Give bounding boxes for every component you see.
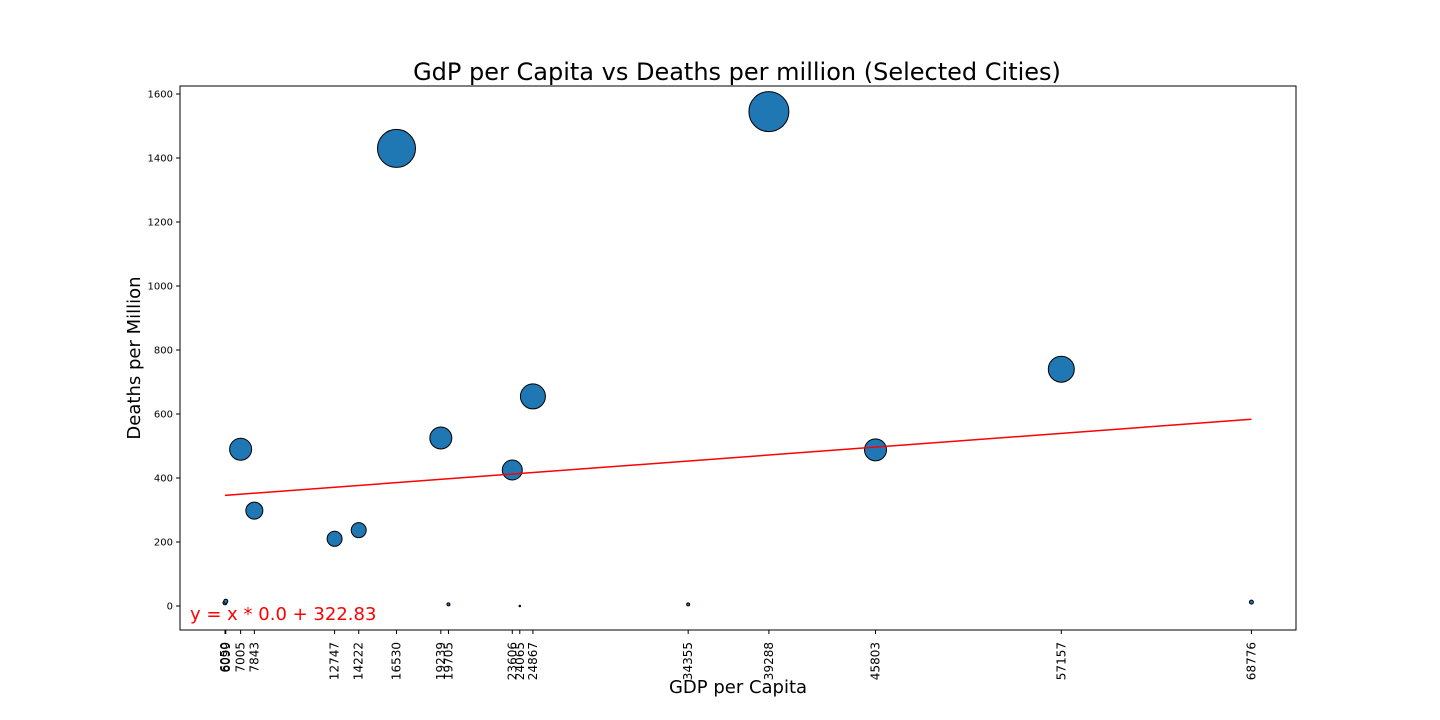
y-tick-label: 400 [154, 474, 173, 485]
x-tick-label: 45803 [869, 642, 883, 680]
y-axis: 0 200 400 600 800 1000 1200 1400 1600 [148, 90, 180, 613]
data-point [748, 91, 790, 133]
data-point [686, 602, 691, 607]
x-tick-label: 6099 [219, 642, 233, 673]
x-tick-label: 24065 [513, 642, 527, 680]
x-tick-label: 16530 [389, 642, 403, 680]
data-points [222, 91, 1254, 608]
data-point [1248, 599, 1254, 605]
data-point [519, 383, 546, 410]
x-tick-label: 57157 [1054, 642, 1068, 680]
x-tick-label: 24867 [526, 642, 540, 680]
data-point [1047, 355, 1075, 383]
y-axis-label: Deaths per Million [124, 276, 145, 439]
x-tick-label: 39288 [762, 642, 776, 680]
x-tick-label: 7005 [234, 642, 248, 673]
plot-frame [179, 85, 1297, 631]
y-tick-label: 1400 [148, 154, 173, 165]
data-point [326, 530, 343, 547]
x-tick-label: 34355 [681, 642, 695, 680]
data-point [864, 438, 888, 462]
regression-equation: y = x * 0.0 + 322.83 [190, 604, 376, 625]
data-point [446, 602, 451, 607]
x-axis-label: GDP per Capita [669, 677, 807, 698]
x-tick-label: 14222 [352, 642, 366, 680]
data-point [429, 426, 453, 450]
x-tick-label: 6050 [218, 642, 232, 673]
chart-title: GdP per Capita vs Deaths per million (Se… [413, 58, 1061, 86]
y-tick-label: 1000 [148, 282, 173, 293]
x-tick-label: 7843 [247, 642, 261, 673]
data-point [376, 128, 416, 168]
data-point [245, 501, 264, 520]
y-tick-label: 200 [154, 538, 173, 549]
y-tick-label: 800 [154, 346, 173, 357]
data-point [350, 522, 367, 539]
y-tick-label: 1200 [148, 218, 173, 229]
x-tick-label: 12747 [328, 642, 342, 680]
data-point [229, 437, 253, 461]
y-tick-label: 1600 [148, 90, 173, 101]
x-tick-label: 19239 [434, 642, 448, 680]
x-tick-label: 68776 [1244, 642, 1258, 680]
data-point [501, 459, 523, 481]
data-point [223, 598, 229, 604]
x-tick-label: 23606 [505, 642, 519, 680]
regression-line [224, 418, 1252, 497]
y-tick-label: 0 [167, 602, 173, 613]
data-point [518, 604, 522, 608]
y-tick-label: 600 [154, 410, 173, 421]
x-tick-label: 19705 [441, 642, 455, 680]
